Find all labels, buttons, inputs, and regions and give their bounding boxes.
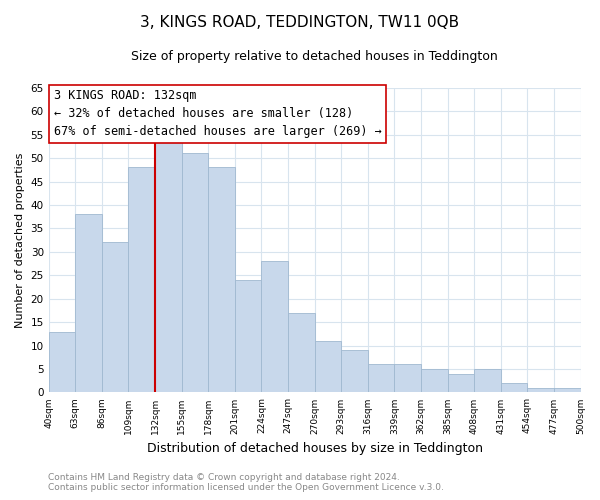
Bar xyxy=(102,242,128,392)
Bar xyxy=(341,350,368,393)
Bar xyxy=(262,261,288,392)
Bar xyxy=(235,280,262,392)
Bar xyxy=(182,154,208,392)
Bar xyxy=(155,140,182,392)
Bar xyxy=(128,168,155,392)
Title: Size of property relative to detached houses in Teddington: Size of property relative to detached ho… xyxy=(131,50,498,63)
Text: Contains HM Land Registry data © Crown copyright and database right 2024.
Contai: Contains HM Land Registry data © Crown c… xyxy=(48,473,444,492)
Bar xyxy=(314,341,341,392)
Y-axis label: Number of detached properties: Number of detached properties xyxy=(15,152,25,328)
Text: 3, KINGS ROAD, TEDDINGTON, TW11 0QB: 3, KINGS ROAD, TEDDINGTON, TW11 0QB xyxy=(140,15,460,30)
Bar xyxy=(75,214,102,392)
X-axis label: Distribution of detached houses by size in Teddington: Distribution of detached houses by size … xyxy=(146,442,482,455)
Bar xyxy=(368,364,394,392)
Bar xyxy=(208,168,235,392)
Bar xyxy=(288,313,314,392)
Bar xyxy=(474,369,501,392)
Bar xyxy=(49,332,75,392)
Bar xyxy=(421,369,448,392)
Bar xyxy=(448,374,474,392)
Bar xyxy=(501,383,527,392)
Bar xyxy=(394,364,421,392)
Bar xyxy=(527,388,554,392)
Text: 3 KINGS ROAD: 132sqm
← 32% of detached houses are smaller (128)
67% of semi-deta: 3 KINGS ROAD: 132sqm ← 32% of detached h… xyxy=(54,90,382,138)
Bar xyxy=(554,388,581,392)
